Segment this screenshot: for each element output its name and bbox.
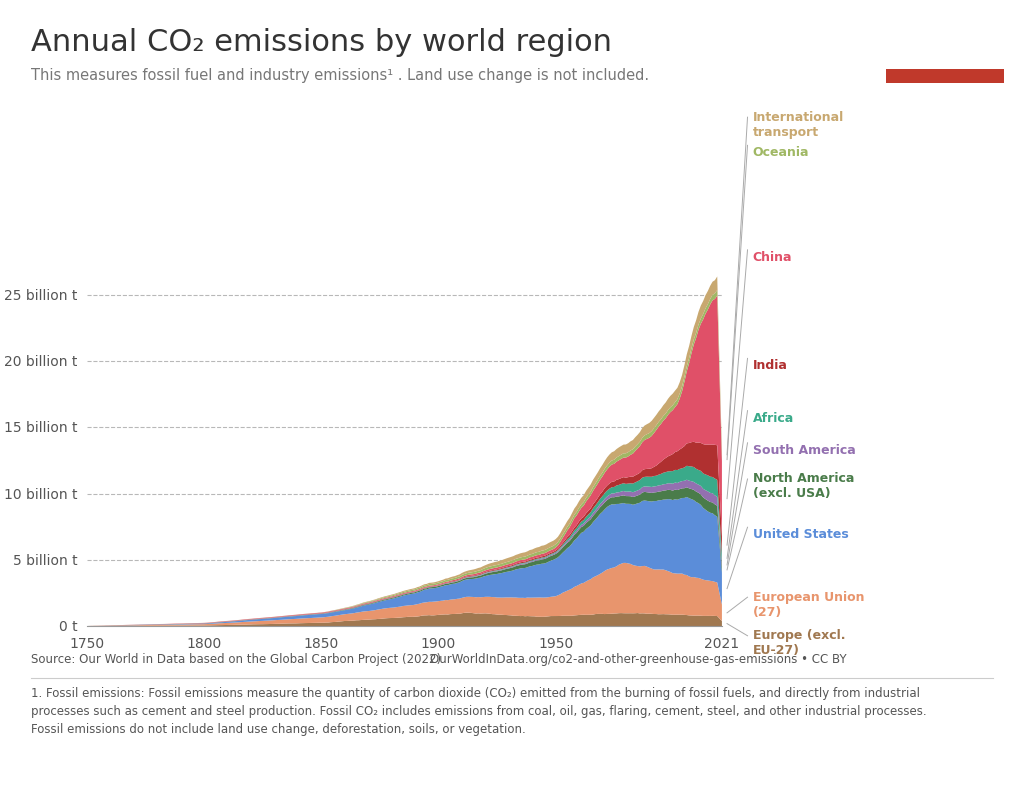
Text: Europe (excl.
EU-27): Europe (excl. EU-27) xyxy=(753,629,845,656)
Text: Africa: Africa xyxy=(753,411,794,424)
Text: South America: South America xyxy=(753,443,855,456)
Text: 5 billion t: 5 billion t xyxy=(13,553,78,567)
Text: 1. Fossil emissions: Fossil emissions measure the quantity of carbon dioxide (CO: 1. Fossil emissions: Fossil emissions me… xyxy=(31,687,927,736)
Text: European Union
(27): European Union (27) xyxy=(753,590,864,618)
Text: China: China xyxy=(753,251,793,263)
Text: North America
(excl. USA): North America (excl. USA) xyxy=(753,472,854,499)
Text: Oceania: Oceania xyxy=(753,146,809,159)
Text: in Data: in Data xyxy=(920,44,970,57)
Text: This measures fossil fuel and industry emissions¹ . Land use change is not inclu: This measures fossil fuel and industry e… xyxy=(31,68,649,84)
Text: 15 billion t: 15 billion t xyxy=(4,421,78,434)
Text: Annual CO₂ emissions by world region: Annual CO₂ emissions by world region xyxy=(31,28,611,57)
Text: India: India xyxy=(753,359,787,372)
Text: International
transport: International transport xyxy=(753,111,844,138)
Text: 25 billion t: 25 billion t xyxy=(4,288,78,303)
Text: 0 t: 0 t xyxy=(59,619,78,634)
Text: United States: United States xyxy=(753,528,849,540)
Bar xyxy=(886,70,1004,84)
Text: Our World: Our World xyxy=(909,27,980,40)
Text: 20 billion t: 20 billion t xyxy=(4,355,78,369)
Text: OurWorldInData.org/co2-and-other-greenhouse-gas-emissions • CC BY: OurWorldInData.org/co2-and-other-greenho… xyxy=(430,653,847,666)
Text: Source: Our World in Data based on the Global Carbon Project (2022): Source: Our World in Data based on the G… xyxy=(31,653,441,666)
Text: 10 billion t: 10 billion t xyxy=(4,487,78,501)
